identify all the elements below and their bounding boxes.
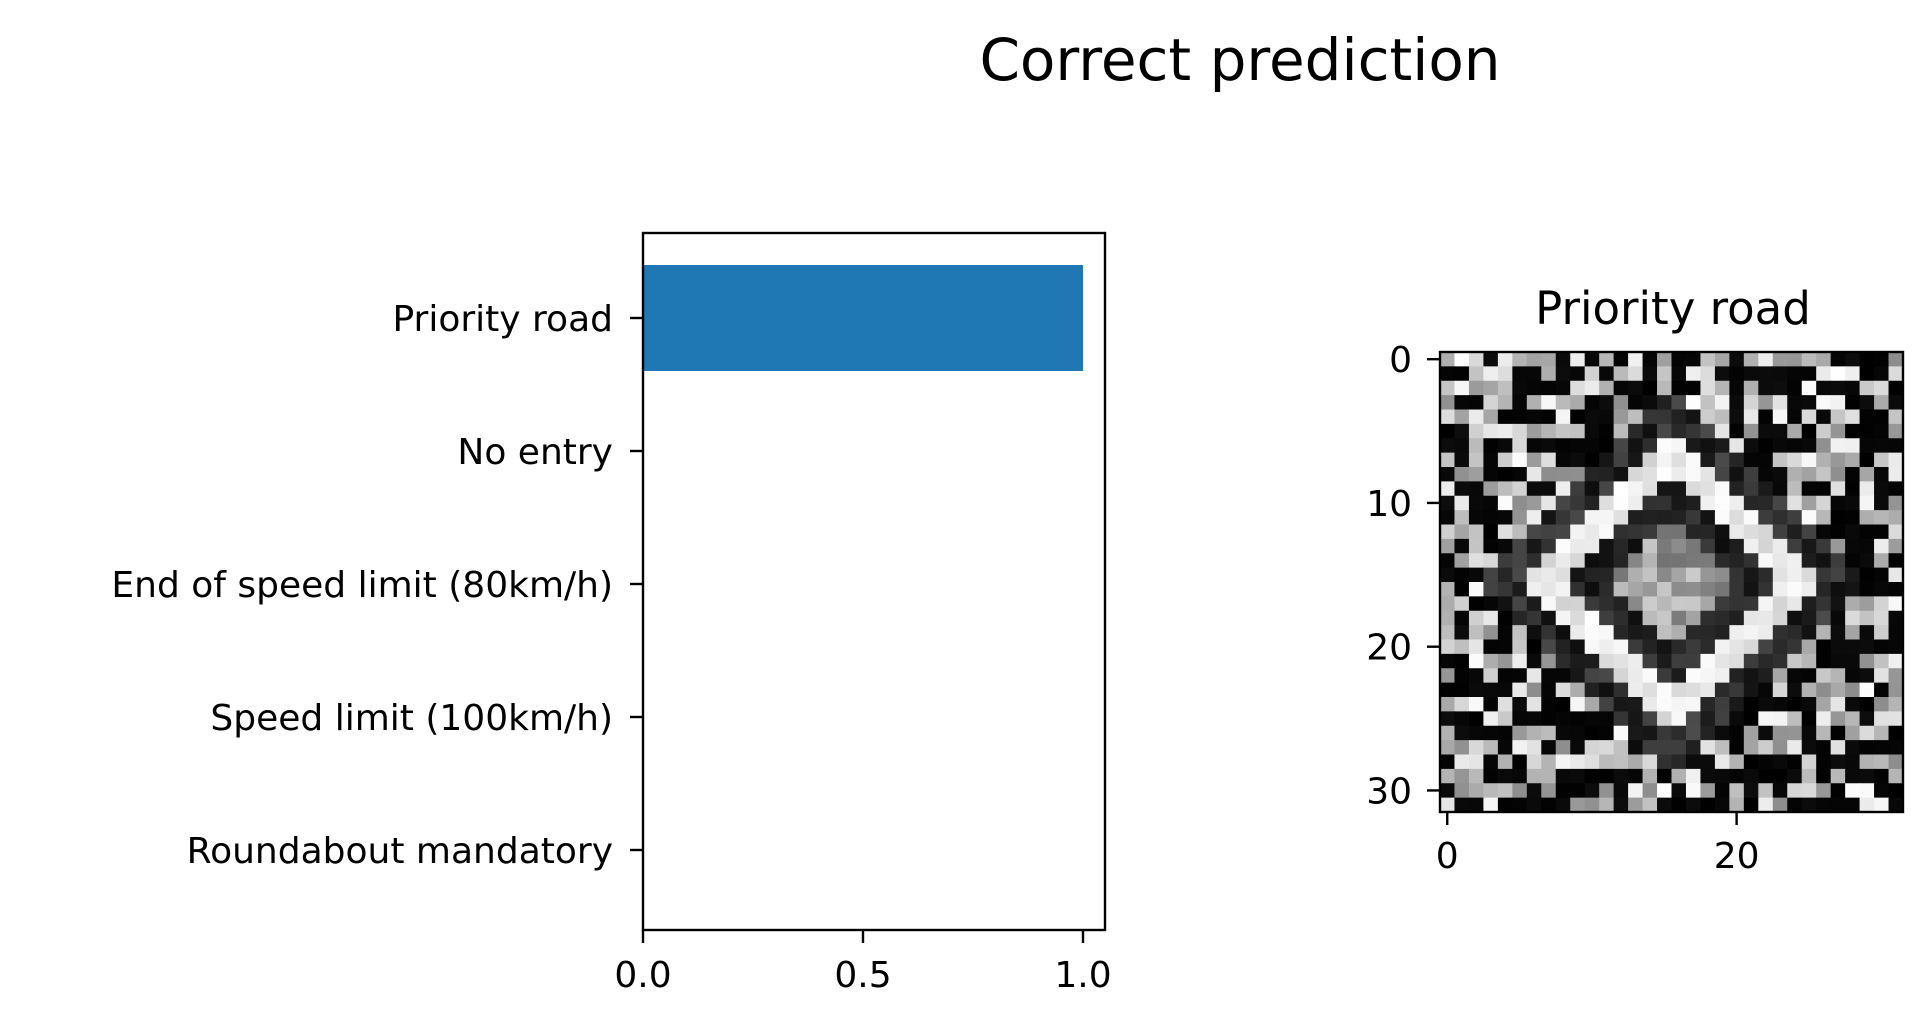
y-tick-label: Priority road — [392, 299, 613, 340]
image-x-ticks: 0 20 — [1436, 812, 1760, 877]
image-x-tick-label: 0 — [1436, 836, 1459, 877]
bar-y-ticks: Priority road No entry End of speed limit … — [111, 299, 643, 872]
y-tick-label: End of speed limit (80km/h) — [111, 565, 613, 606]
y-tick-label: Speed limit (100km/h) — [210, 698, 613, 739]
x-tick-label: 0.0 — [614, 955, 671, 996]
x-tick-label: 0.5 — [834, 955, 891, 996]
image-title: Priority road — [1535, 282, 1811, 335]
y-tick-label: No entry — [457, 432, 613, 473]
y-tick-label: Roundabout mandatory — [187, 831, 613, 872]
bar-chart-frame — [641, 231, 1107, 932]
image-frame — [1438, 350, 1905, 814]
image-y-ticks: 0 10 20 30 — [1366, 340, 1440, 812]
image-y-tick-label: 10 — [1366, 484, 1412, 525]
figure-title: Correct prediction — [979, 26, 1500, 94]
image-y-tick-label: 20 — [1366, 628, 1412, 669]
image-pixels — [1440, 352, 1904, 813]
bar-x-ticks: 0.0 0.5 1.0 — [614, 930, 1112, 996]
x-tick-label: 1.0 — [1054, 955, 1111, 996]
bars — [643, 265, 1083, 371]
image-axes: Priority road 0 10 20 30 0 20 — [1366, 282, 1905, 877]
image-x-tick-label: 20 — [1714, 836, 1760, 877]
image-y-tick-label: 0 — [1389, 340, 1412, 381]
bar — [643, 265, 1083, 371]
image-y-tick-label: 30 — [1366, 771, 1412, 812]
bar-chart-axes: Priority road No entry End of speed limit … — [111, 231, 1112, 996]
